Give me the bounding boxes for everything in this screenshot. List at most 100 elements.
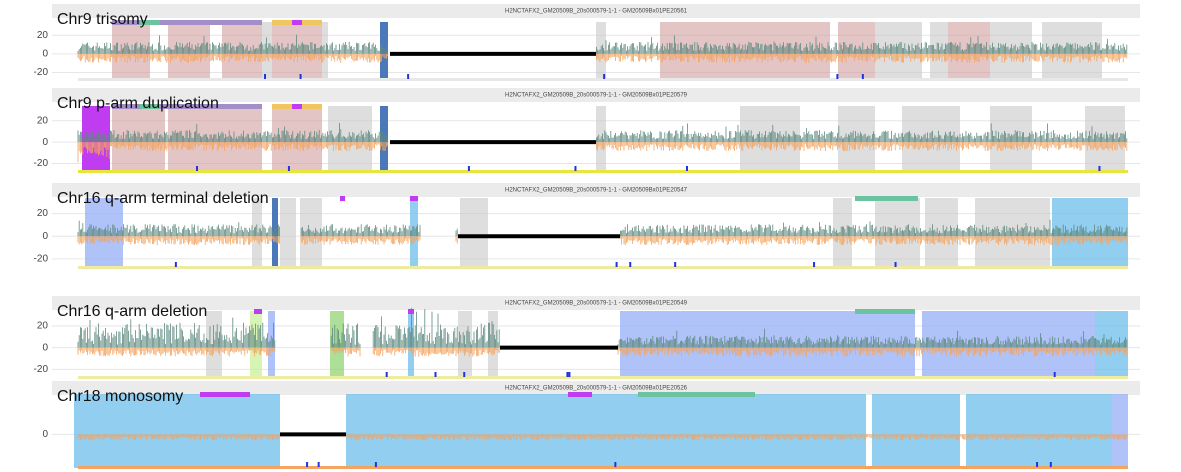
panel-title: H2NCTAFX2_GM20509B_20s000579-1-1 - GM205… xyxy=(505,93,688,99)
y-tick-label: 0 xyxy=(42,137,48,148)
marker-tick xyxy=(629,262,632,267)
region xyxy=(272,22,322,80)
region-bar xyxy=(112,20,262,25)
marker-tick xyxy=(614,462,617,467)
region xyxy=(620,311,915,378)
signal-negative xyxy=(77,347,1128,357)
y-tick-label: 0 xyxy=(42,429,48,440)
header-band xyxy=(52,296,1140,310)
header-band xyxy=(52,183,1140,197)
panel-label: Chr18 monosomy xyxy=(57,388,183,405)
y-tick-label: -20 xyxy=(34,254,49,265)
marker-tick xyxy=(196,166,199,171)
signal-negative xyxy=(77,53,1128,63)
signal-positive xyxy=(77,307,1128,348)
region xyxy=(458,311,472,378)
region-bar xyxy=(340,196,345,201)
panel: H2NCTAFX2_GM20509B_20s000579-1-1 - GM205… xyxy=(42,381,1140,469)
baseline-bar xyxy=(78,78,1128,81)
header-band xyxy=(52,4,1140,18)
marker-tick xyxy=(374,462,377,467)
baseline-bar xyxy=(78,266,1128,269)
marker-tick xyxy=(674,262,677,267)
header-band xyxy=(52,88,1140,102)
region xyxy=(460,198,488,268)
marker-tick xyxy=(467,166,470,171)
region xyxy=(280,198,296,268)
y-tick-label: -20 xyxy=(34,67,49,78)
region-bar xyxy=(112,104,262,109)
y-tick-label: 0 xyxy=(42,231,48,242)
region-bar xyxy=(200,392,250,397)
marker-tick xyxy=(574,166,577,171)
region-bar xyxy=(855,196,918,201)
baseline-bar xyxy=(78,376,1128,379)
signal-negative xyxy=(77,236,1128,246)
region-bar xyxy=(140,20,160,25)
panel-label: Chr9 trisomy xyxy=(57,11,148,28)
marker-tick xyxy=(1053,372,1056,377)
marker-tick xyxy=(894,262,897,267)
panel: H2NCTAFX2_GM20509B_20s000579-1-1 - GM205… xyxy=(34,88,1140,173)
y-tick-label: 20 xyxy=(37,115,49,126)
marker-tick xyxy=(813,262,816,267)
y-tick-label: 20 xyxy=(37,30,49,41)
marker-tick xyxy=(1098,166,1101,171)
signal-negative xyxy=(77,434,1128,441)
signal-positive xyxy=(77,34,1128,54)
region xyxy=(1112,394,1128,468)
region-bar xyxy=(410,196,418,201)
marker-tick xyxy=(861,74,864,79)
y-tick-label: 0 xyxy=(42,49,48,60)
marker-tick xyxy=(264,74,267,79)
y-tick-label: 0 xyxy=(42,342,48,353)
panel: H2NCTAFX2_GM20509B_20s000579-1-1 - GM205… xyxy=(34,183,1140,269)
signal-positive xyxy=(77,219,1128,237)
marker-tick xyxy=(1036,462,1039,467)
marker-tick xyxy=(174,262,177,267)
region-bar xyxy=(568,392,592,397)
region-bar xyxy=(638,392,755,397)
marker-tick xyxy=(686,166,689,171)
panel: H2NCTAFX2_GM20509B_20s000579-1-1 - GM205… xyxy=(34,4,1140,81)
panel-label: Chr9 p-arm duplication xyxy=(57,95,219,112)
panel-title: H2NCTAFX2_GM20509B_20s000579-1-1 - GM205… xyxy=(505,9,688,15)
region xyxy=(408,311,414,378)
marker-tick xyxy=(566,372,569,377)
marker-tick xyxy=(836,74,839,79)
y-tick-label: 20 xyxy=(37,208,49,219)
marker-tick xyxy=(1049,462,1052,467)
header-band xyxy=(52,381,1140,395)
region xyxy=(922,311,1095,378)
region-bar xyxy=(140,104,160,109)
marker-tick xyxy=(603,74,606,79)
panel-title: H2NCTAFX2_GM20509B_20s000579-1-1 - GM205… xyxy=(505,301,688,307)
marker-tick xyxy=(463,372,466,377)
panel-title: H2NCTAFX2_GM20509B_20s000579-1-1 - GM205… xyxy=(505,188,688,194)
signal-positive xyxy=(77,123,1128,143)
region-bar xyxy=(408,309,414,314)
baseline-bar xyxy=(78,466,1128,469)
marker-tick xyxy=(385,372,388,377)
region xyxy=(872,394,960,468)
region-bar xyxy=(855,309,915,314)
marker-tick xyxy=(287,166,290,171)
marker-tick xyxy=(615,262,618,267)
region xyxy=(272,106,322,172)
region xyxy=(930,22,948,80)
y-tick-label: 20 xyxy=(37,321,49,332)
panel: H2NCTAFX2_GM20509B_20s000579-1-1 - GM205… xyxy=(34,296,1140,379)
region xyxy=(346,394,866,468)
y-tick-label: -20 xyxy=(34,158,49,169)
marker-tick xyxy=(434,372,437,377)
region xyxy=(966,394,1112,468)
marker-tick xyxy=(407,74,410,79)
y-tick-label: -20 xyxy=(34,364,49,375)
region-bar xyxy=(292,104,302,109)
marker-tick xyxy=(568,372,571,377)
region-bar xyxy=(254,309,262,314)
marker-tick xyxy=(306,462,309,467)
baseline-bar xyxy=(78,170,1128,173)
panel-title: H2NCTAFX2_GM20509B_20s000579-1-1 - GM205… xyxy=(505,386,688,392)
